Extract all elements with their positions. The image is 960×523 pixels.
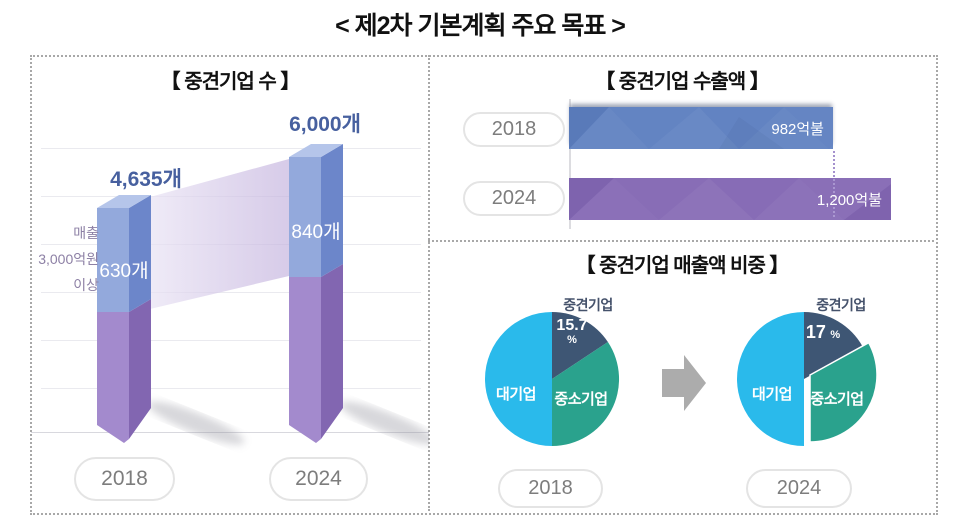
column-2018-purple-side [129,299,151,439]
export-value-2024: 1,200억불 [816,191,882,209]
pie-slice-중견기업 [804,312,863,379]
upper-label-2024: 840개 [291,222,341,243]
grid-line [41,340,421,341]
share-year-pill-2024: 2024 [746,469,852,508]
export-guideline [833,151,835,217]
column-shadow-2018 [147,401,245,445]
column-2024-blue-side [321,144,343,277]
pct-2024-unit: % [830,329,841,341]
pct-2018: 15.7 % [547,317,597,347]
pie-slice-중소기업 [809,341,878,443]
right-arrow-icon [662,355,706,411]
facet-texture [569,107,833,149]
note-line-1: 매출 [73,225,99,241]
column-2018 [97,195,151,443]
column-2018-purple-front [97,312,129,443]
pie-chart-2018 [485,312,620,446]
pie-chart-2024 [737,312,878,446]
total-label-2018: 4,635개 [110,168,182,191]
year-pill-2024: 2024 [269,457,368,501]
pct-2018-unit: % [567,334,577,346]
note-line-2: 3,000억원 [38,251,99,267]
note-line-3: 이상 [73,277,99,293]
growth-ribbon [150,159,289,309]
export-bar-2018: 982억불 [569,107,833,149]
panel-title-exports: 【 중견기업 수출액 】 [595,71,769,93]
upper-label-2018: 630개 [99,261,149,282]
panel-divider-vertical [428,55,430,511]
grid-line [41,388,421,389]
column-2024-purple-side [321,264,343,439]
column-shadow-2024 [339,401,429,445]
panel-revenue-share: 【 중견기업 매출액 비중 】 중견기업 중견기업 15.7 % 대기업 중소기… [429,241,935,509]
export-year-pill-2018: 2018 [463,112,565,147]
panel-title-company-count: 【 중견기업 수 】 [160,71,301,93]
column-2018-blue-side [129,195,151,312]
slice-label-jungso-2018: 중소기업 [554,391,608,408]
export-axis-line [569,99,571,229]
export-year-pill-2024: 2024 [463,181,565,216]
pct-2024-value: 17 [805,322,826,342]
slice-label-daegieop-2024: 대기업 [752,386,792,403]
pie-slice-대기업 [737,312,804,446]
export-bar-2024: 1,200억불 [569,178,891,220]
column-2024-purple-front [289,277,321,443]
column-2024 [289,144,343,443]
grid-line [41,148,421,149]
column-2018-blue-front [97,208,129,312]
column-chart-canvas [97,144,429,445]
share-year-pill-2018: 2018 [498,469,603,508]
callout-2024: 중견기업 [816,297,866,313]
pct-2018-value: 15.7 [556,317,588,334]
grid-line [41,292,421,293]
column-2024-top-face [289,144,343,157]
pct-2024: 17 % [797,322,849,342]
column-2018-top-face [97,195,151,208]
panel-company-count: 【 중견기업 수 】 [31,57,429,509]
revenue-threshold-note: 매출 3,000억원 이상 [33,220,99,298]
pie-slice-대기업 [485,312,552,446]
slice-label-daegieop-2018: 대기업 [496,386,536,403]
pie-slice-중견기업 [552,312,608,379]
slice-label-jungso-2024: 중소기업 [810,391,864,408]
facet-texture [569,178,891,220]
panel-divider-horizontal [428,240,934,242]
callout-2018: 중견기업 [563,297,613,313]
pie-slice-중소기업 [552,342,620,446]
panel-title-revenue-share: 【 중견기업 매출액 비중 】 [575,255,790,277]
figure-title: < 제2차 기본계획 주요 목표 > [335,12,626,40]
panel-exports: 【 중견기업 수출액 】 2018 2024 982억불 [429,57,935,239]
total-label-2024: 6,000개 [289,113,361,136]
export-value-2018: 982억불 [771,120,824,138]
column-2024-blue-front [289,157,321,277]
year-pill-2018: 2018 [74,457,175,501]
outer-frame [30,55,938,515]
